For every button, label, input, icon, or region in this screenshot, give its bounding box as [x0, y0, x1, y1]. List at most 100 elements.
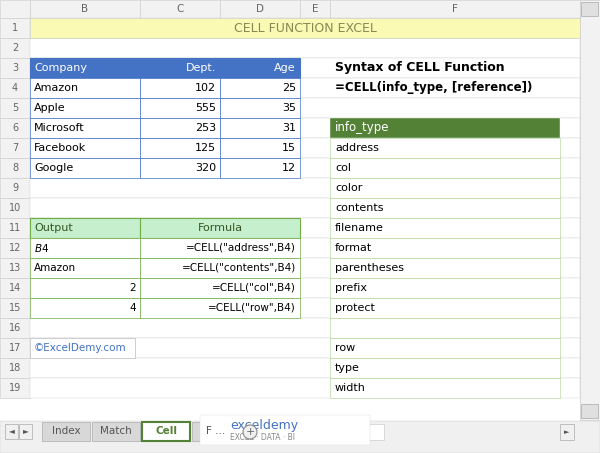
- Bar: [0, 378, 30, 398]
- Bar: [330, 158, 560, 178]
- Bar: [5, 424, 18, 439]
- Bar: [0, 98, 30, 118]
- Bar: [140, 278, 300, 298]
- Bar: [140, 298, 300, 318]
- Text: address: address: [335, 143, 379, 153]
- Bar: [30, 318, 580, 338]
- Bar: [330, 298, 560, 318]
- Text: Cell: Cell: [155, 427, 177, 437]
- Text: E: E: [312, 4, 318, 14]
- Text: +: +: [245, 427, 254, 437]
- Text: 25: 25: [282, 83, 296, 93]
- Bar: [30, 278, 580, 298]
- Bar: [30, 358, 580, 378]
- Bar: [140, 238, 300, 258]
- Text: Index: Index: [52, 427, 80, 437]
- Bar: [30, 198, 580, 218]
- Text: 35: 35: [282, 103, 296, 113]
- Bar: [0, 0, 30, 18]
- Bar: [220, 58, 300, 78]
- Bar: [330, 318, 560, 338]
- Bar: [30, 138, 140, 158]
- Text: 9: 9: [12, 183, 18, 193]
- Text: 125: 125: [195, 143, 216, 153]
- Text: 15: 15: [9, 303, 21, 313]
- Bar: [200, 415, 370, 445]
- Text: =CELL(info_type, [reference]): =CELL(info_type, [reference]): [335, 82, 532, 95]
- Bar: [30, 118, 580, 138]
- Text: =CELL("address",B4): =CELL("address",B4): [186, 243, 296, 253]
- Bar: [142, 422, 190, 441]
- Text: 18: 18: [9, 363, 21, 373]
- Text: contents: contents: [335, 203, 383, 213]
- Text: 11: 11: [9, 223, 21, 233]
- Bar: [330, 338, 560, 358]
- Text: F: F: [452, 4, 458, 14]
- Bar: [30, 258, 140, 278]
- Text: 14: 14: [9, 283, 21, 293]
- Bar: [0, 258, 30, 278]
- Text: ◄: ◄: [9, 427, 15, 435]
- Text: 5: 5: [12, 103, 18, 113]
- Text: row: row: [335, 343, 355, 353]
- Text: Formula: Formula: [197, 223, 242, 233]
- Bar: [330, 0, 580, 18]
- Text: 320: 320: [195, 163, 216, 173]
- Text: info_type: info_type: [335, 121, 389, 135]
- Text: Apple: Apple: [34, 103, 65, 113]
- Text: 17: 17: [9, 343, 21, 353]
- Bar: [0, 278, 30, 298]
- Bar: [220, 78, 300, 98]
- Text: color: color: [335, 183, 362, 193]
- Text: Output: Output: [34, 223, 73, 233]
- Bar: [140, 258, 300, 278]
- Bar: [42, 422, 90, 441]
- Text: 3: 3: [12, 63, 18, 73]
- Bar: [192, 422, 240, 441]
- Bar: [30, 298, 140, 318]
- Bar: [300, 0, 330, 18]
- Bar: [0, 358, 30, 378]
- Bar: [30, 158, 580, 178]
- Bar: [330, 358, 560, 378]
- Text: Amazon: Amazon: [34, 83, 79, 93]
- Bar: [330, 118, 560, 138]
- Text: B: B: [82, 4, 89, 14]
- Text: Company: Company: [34, 63, 87, 73]
- Text: C: C: [176, 4, 184, 14]
- Bar: [140, 78, 220, 98]
- Bar: [330, 178, 560, 198]
- Text: Microsoft: Microsoft: [34, 123, 85, 133]
- Bar: [330, 258, 560, 278]
- Text: 2: 2: [12, 43, 18, 53]
- Bar: [19, 424, 32, 439]
- Bar: [30, 18, 580, 38]
- Text: ►: ►: [565, 429, 569, 435]
- Bar: [140, 138, 220, 158]
- Bar: [30, 218, 140, 238]
- Text: 13: 13: [9, 263, 21, 273]
- Text: filename: filename: [335, 223, 384, 233]
- Bar: [220, 118, 300, 138]
- Text: col: col: [335, 163, 351, 173]
- Bar: [0, 118, 30, 138]
- Bar: [30, 298, 580, 318]
- Bar: [0, 318, 30, 338]
- Text: 2: 2: [130, 283, 136, 293]
- Text: Syntax of CELL Function: Syntax of CELL Function: [335, 62, 505, 74]
- Bar: [30, 58, 140, 78]
- Text: ►: ►: [23, 427, 29, 435]
- Bar: [30, 338, 580, 358]
- Bar: [330, 198, 560, 218]
- Bar: [30, 178, 580, 198]
- Bar: [581, 404, 598, 418]
- Bar: [0, 238, 30, 258]
- Bar: [30, 218, 580, 238]
- Text: 1: 1: [12, 23, 18, 33]
- Text: =CELL("contents",B4): =CELL("contents",B4): [182, 263, 296, 273]
- Text: Google: Google: [34, 163, 73, 173]
- Text: 19: 19: [9, 383, 21, 393]
- Bar: [140, 118, 220, 138]
- Bar: [330, 138, 560, 158]
- Text: 253: 253: [195, 123, 216, 133]
